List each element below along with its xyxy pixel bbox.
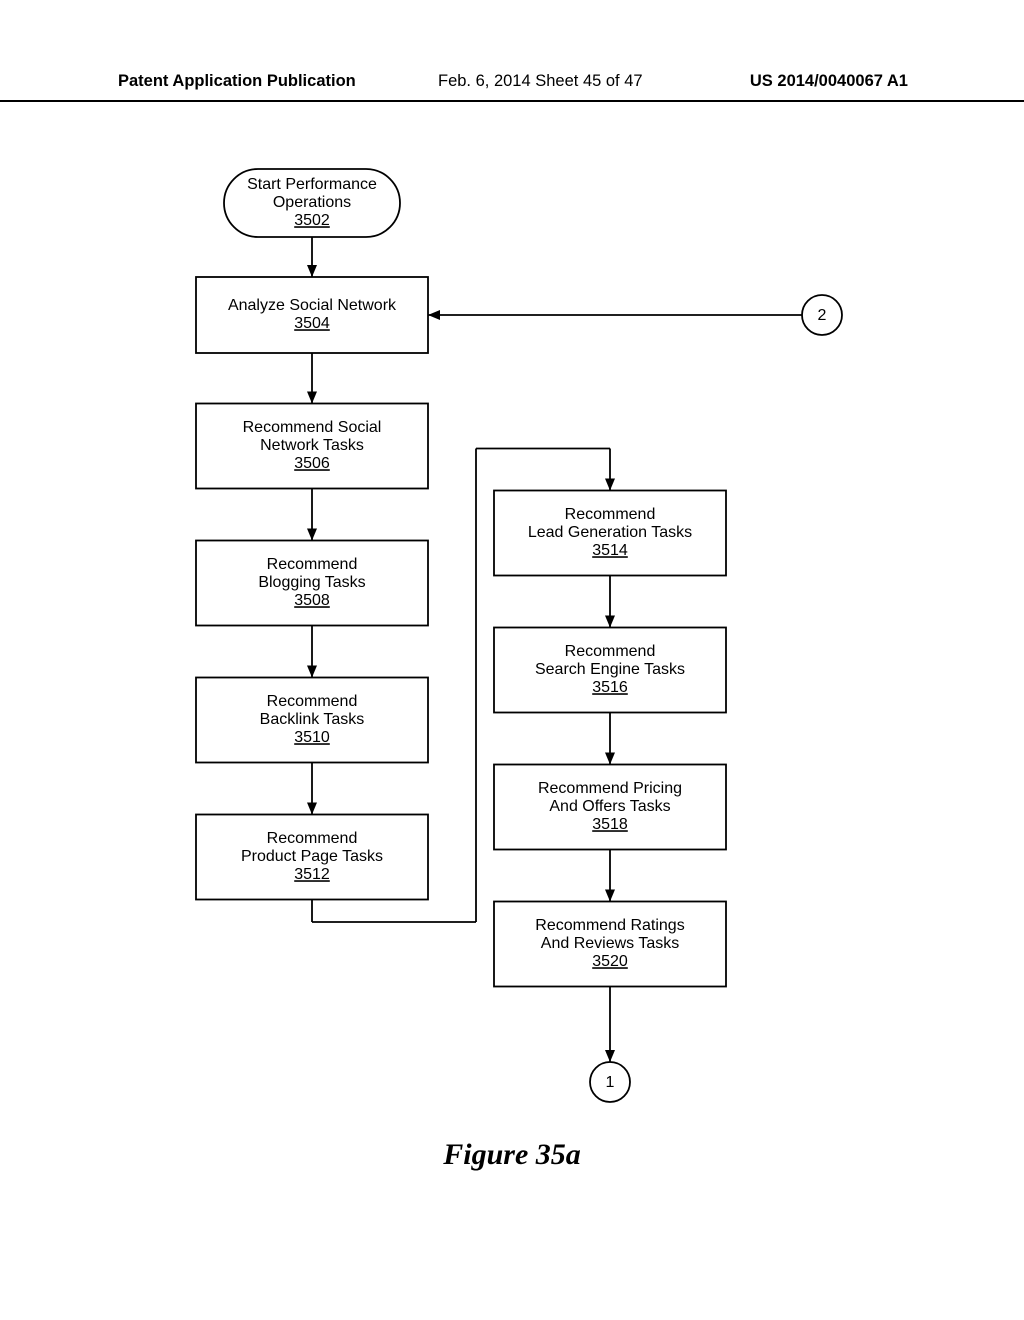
svg-text:3516: 3516: [592, 679, 628, 696]
svg-text:Backlink Tasks: Backlink Tasks: [260, 711, 365, 728]
svg-text:Recommend: Recommend: [565, 506, 656, 523]
flowchart-diagram: Start PerformanceOperations3502 Analyze S…: [0, 0, 1024, 1320]
svg-text:3508: 3508: [294, 592, 330, 609]
svg-text:1: 1: [606, 1074, 615, 1091]
svg-text:Network Tasks: Network Tasks: [260, 437, 364, 454]
svg-text:Recommend: Recommend: [565, 643, 656, 660]
page: Patent Application Publication Feb. 6, 2…: [0, 0, 1024, 1320]
svg-text:3518: 3518: [592, 816, 628, 833]
svg-text:Recommend Pricing: Recommend Pricing: [538, 780, 682, 797]
svg-text:Search Engine Tasks: Search Engine Tasks: [535, 661, 685, 678]
svg-text:Operations: Operations: [273, 194, 351, 211]
figure-caption-text: Figure 35a: [443, 1138, 581, 1171]
svg-text:Recommend Social: Recommend Social: [243, 419, 382, 436]
svg-text:Start Performance: Start Performance: [247, 176, 377, 193]
svg-text:Recommend Ratings: Recommend Ratings: [535, 917, 684, 934]
svg-text:3514: 3514: [592, 542, 628, 559]
svg-text:And Reviews Tasks: And Reviews Tasks: [541, 935, 679, 952]
svg-text:Recommend: Recommend: [267, 693, 358, 710]
svg-text:Product Page Tasks: Product Page Tasks: [241, 848, 383, 865]
svg-text:And Offers Tasks: And Offers Tasks: [549, 798, 670, 815]
figure-caption: Figure 35a: [0, 1138, 1024, 1172]
svg-text:Recommend: Recommend: [267, 556, 358, 573]
svg-text:3512: 3512: [294, 866, 330, 883]
svg-text:Analyze Social Network: Analyze Social Network: [228, 297, 397, 314]
svg-text:3502: 3502: [294, 212, 330, 229]
svg-text:Lead Generation Tasks: Lead Generation Tasks: [528, 524, 692, 541]
svg-text:Blogging Tasks: Blogging Tasks: [258, 574, 365, 591]
svg-text:Recommend: Recommend: [267, 830, 358, 847]
svg-text:3520: 3520: [592, 953, 628, 970]
svg-text:3506: 3506: [294, 455, 330, 472]
svg-text:2: 2: [818, 307, 827, 324]
svg-text:3504: 3504: [294, 315, 330, 332]
svg-text:3510: 3510: [294, 729, 330, 746]
